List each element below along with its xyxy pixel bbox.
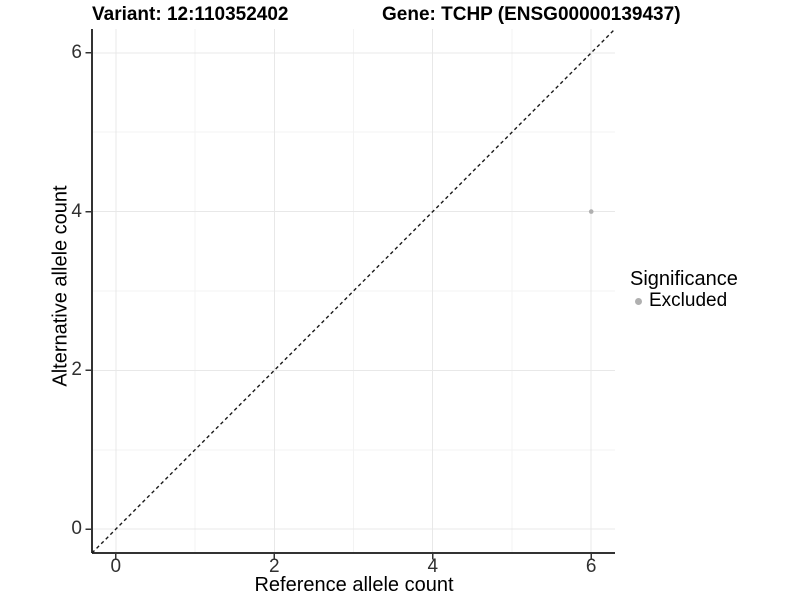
y-tick-label: 0 (71, 518, 82, 540)
legend-key (630, 293, 646, 309)
y-tick-label: 2 (71, 359, 82, 381)
legend-item-label: Excluded (649, 290, 728, 311)
x-axis-title: Reference allele count (254, 574, 454, 596)
gene-title: Gene: TCHP (ENSG00000139437) (382, 4, 681, 25)
legend-point-icon (634, 297, 642, 305)
legend-item-excluded: Excluded (630, 290, 738, 311)
data-point (588, 209, 594, 214)
x-tick-label: 2 (268, 556, 280, 577)
y-tick-label: 6 (71, 41, 82, 63)
y-tick-label: 4 (71, 200, 82, 222)
legend-title: Significance (630, 268, 738, 290)
legend: Significance Excluded (630, 268, 738, 311)
x-tick-label: 4 (427, 556, 439, 577)
variant-title: Variant: 12:110352402 (92, 4, 289, 25)
x-tick-label: 6 (585, 556, 597, 577)
x-tick-label: 0 (110, 556, 122, 577)
